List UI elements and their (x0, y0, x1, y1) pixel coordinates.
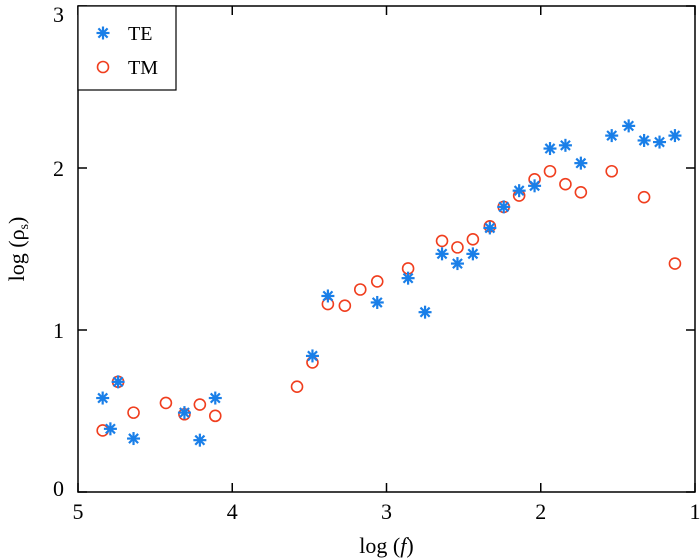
x-axis-label-suffix: ) (406, 533, 413, 558)
te-point (103, 422, 117, 436)
tm-point (543, 164, 557, 178)
tm-point (96, 424, 109, 437)
te-point (497, 200, 511, 214)
x-tick-label: 4 (227, 499, 238, 524)
legend-tm-marker (96, 60, 110, 74)
x-tick-label: 1 (690, 499, 700, 524)
x-axis-label-var: f (400, 533, 409, 558)
x-tick-label: 2 (535, 499, 546, 524)
y-tick-label: 2 (53, 156, 64, 181)
y-tick-label: 1 (53, 318, 64, 343)
te-point (543, 142, 557, 156)
tm-point (668, 257, 682, 270)
te-point (637, 133, 651, 147)
tm-point (338, 299, 352, 313)
te-point (558, 138, 572, 152)
te-point (418, 305, 432, 319)
tm-point (605, 164, 619, 178)
te-point (96, 391, 110, 405)
te-point (305, 349, 319, 363)
te-point (668, 129, 682, 143)
tm-point (353, 283, 367, 296)
tm-point (637, 190, 651, 204)
tm-point (193, 398, 207, 411)
te-point (321, 289, 335, 303)
legend-te-marker (96, 26, 110, 40)
te-point (653, 135, 667, 149)
axis-tick-labels: 5 4 3 2 1 0 1 2 3 (53, 2, 700, 524)
tm-point (466, 232, 480, 246)
tm-point (435, 234, 449, 248)
te-point (528, 179, 542, 193)
y-axis-label: log (ρs) (4, 217, 32, 282)
y-axis-label-sub: s (17, 224, 32, 229)
te-point (193, 433, 207, 447)
tm-point (127, 406, 140, 419)
legend-te-label: TE (128, 23, 152, 45)
te-point (605, 129, 619, 143)
y-axis-label-prefix: log (ρ (4, 229, 29, 281)
tm-point (559, 177, 572, 191)
x-axis-label: log (f) (359, 533, 413, 558)
tm-point (574, 186, 588, 199)
x-axis-label-prefix: log ( (359, 533, 400, 558)
te-point (177, 406, 191, 420)
y-tick-label: 3 (53, 2, 64, 27)
y-axis-label-suffix: ) (4, 217, 29, 224)
legend-tm-circle (96, 60, 110, 74)
tm-point (370, 275, 384, 288)
tm-point (208, 409, 222, 423)
data-markers (96, 119, 682, 447)
legend-tm-label: TM (128, 57, 158, 79)
te-point (111, 375, 125, 389)
legend-box (77, 5, 177, 91)
tm-point (451, 241, 464, 254)
y-tick-label: 0 (53, 476, 64, 501)
te-point (622, 119, 636, 133)
te-point (483, 221, 497, 235)
te-point (512, 184, 526, 198)
legend: TE TM (77, 5, 177, 91)
tm-point (290, 380, 304, 394)
te-point (435, 247, 449, 261)
te-point (450, 257, 464, 271)
te-point (208, 391, 222, 405)
te-point (574, 156, 588, 170)
te-point (127, 432, 141, 446)
tm-point (159, 396, 173, 410)
te-point (401, 271, 415, 285)
te-point (466, 247, 480, 261)
x-tick-label: 5 (73, 499, 84, 524)
te-point (370, 295, 384, 309)
x-tick-label: 3 (381, 499, 392, 524)
legend-te-asterisk (96, 26, 110, 40)
